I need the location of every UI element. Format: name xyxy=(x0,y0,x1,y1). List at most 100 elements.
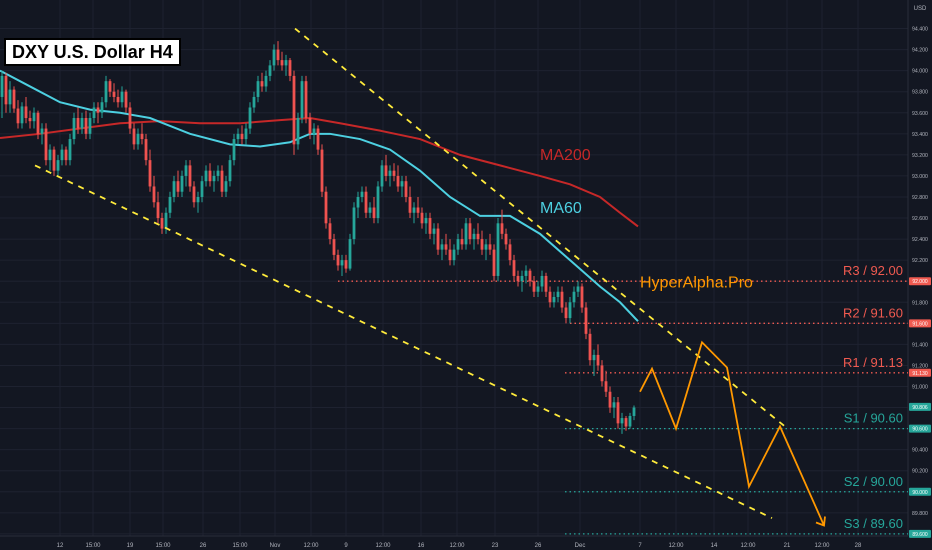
level-tag xyxy=(909,368,931,377)
candle-body xyxy=(156,202,160,219)
candle-body xyxy=(0,75,4,97)
y-tick-label: 90.400 xyxy=(912,448,928,454)
projection-arrowhead xyxy=(815,516,826,527)
candle xyxy=(296,112,300,150)
candle-body xyxy=(124,91,128,108)
level-tag xyxy=(909,487,931,496)
candle xyxy=(156,191,160,224)
candle-body xyxy=(584,307,588,334)
candle-body xyxy=(148,160,152,187)
candle-body xyxy=(172,181,176,197)
candle-body xyxy=(260,81,264,87)
candle xyxy=(76,107,80,134)
candle-body xyxy=(468,223,472,240)
y-tick-label: 90.200 xyxy=(912,469,928,475)
candle-body xyxy=(456,239,460,250)
candle xyxy=(504,228,508,250)
candle-body xyxy=(572,291,576,303)
candle xyxy=(316,125,320,155)
x-tick-label: 9 xyxy=(344,543,348,549)
candle xyxy=(388,165,392,187)
candle xyxy=(256,75,260,103)
candle xyxy=(440,239,444,261)
candle-body xyxy=(168,196,172,213)
x-tick-label: 15:00 xyxy=(85,543,101,549)
candle-body xyxy=(512,260,516,276)
candle xyxy=(436,223,440,255)
candle-body xyxy=(36,112,40,134)
candle-body xyxy=(304,81,308,119)
chart-title: DXY U.S. Dollar H4 xyxy=(4,38,181,66)
candle-body xyxy=(288,60,292,76)
candle-body xyxy=(268,65,272,76)
candle-body xyxy=(272,49,276,66)
candle-body xyxy=(340,260,344,266)
x-tick-label: 12:00 xyxy=(449,543,465,549)
candle-body xyxy=(508,244,512,261)
ma-label: MA60 xyxy=(540,200,582,217)
candle xyxy=(500,209,504,240)
candle xyxy=(448,239,452,266)
level-label: S2 / 90.00 xyxy=(844,474,903,489)
candle xyxy=(24,96,28,124)
candle-body xyxy=(612,402,616,408)
candle xyxy=(216,165,220,182)
candle-body xyxy=(444,244,448,250)
candle-body xyxy=(404,181,408,197)
candle xyxy=(476,223,480,245)
candle-body xyxy=(220,170,224,192)
candle xyxy=(588,328,592,366)
candle-body xyxy=(12,89,16,109)
y-tick-label: 89.800 xyxy=(912,511,928,517)
candle xyxy=(624,415,628,431)
candle-body xyxy=(200,181,204,197)
candle-body xyxy=(84,118,88,134)
candle-body xyxy=(216,170,220,176)
candle xyxy=(524,265,528,284)
candle xyxy=(364,186,368,219)
candle-body xyxy=(580,286,584,308)
candle xyxy=(140,123,144,145)
candle xyxy=(456,233,460,255)
grid xyxy=(0,0,908,536)
ma-line xyxy=(0,117,639,228)
candle-body xyxy=(256,81,260,97)
projection-path xyxy=(639,340,825,526)
candle-body xyxy=(532,281,536,292)
candle-body xyxy=(112,91,116,97)
candle xyxy=(460,228,464,250)
y-tick-label: 92.800 xyxy=(912,195,928,201)
candle xyxy=(384,154,388,182)
candle-body xyxy=(396,175,400,187)
candle xyxy=(600,360,604,387)
candle xyxy=(564,302,568,324)
candle-body xyxy=(164,212,168,229)
candle-body xyxy=(516,275,520,282)
candle xyxy=(208,163,212,187)
candle-body xyxy=(460,239,464,245)
candle xyxy=(72,112,76,145)
candle xyxy=(408,186,412,219)
candle-body xyxy=(64,149,68,161)
candle-body xyxy=(160,218,164,229)
candle xyxy=(412,202,416,224)
candle xyxy=(260,72,264,92)
candle xyxy=(132,123,136,150)
candle xyxy=(88,112,92,140)
candle-body xyxy=(416,207,420,213)
candle-body xyxy=(228,160,232,182)
candle xyxy=(168,191,172,219)
candle xyxy=(196,191,200,213)
y-tick-label: 94.400 xyxy=(912,27,928,33)
candle-body xyxy=(224,181,228,192)
candle xyxy=(12,86,16,113)
candle xyxy=(292,70,296,155)
y-tick-label: 92.600 xyxy=(912,216,928,222)
candle xyxy=(352,202,356,245)
y-tick-label: 92.200 xyxy=(912,258,928,264)
candle-body xyxy=(368,207,372,213)
x-tick-label: 14 xyxy=(711,543,718,549)
price-axis xyxy=(908,0,932,550)
candle xyxy=(152,175,156,208)
